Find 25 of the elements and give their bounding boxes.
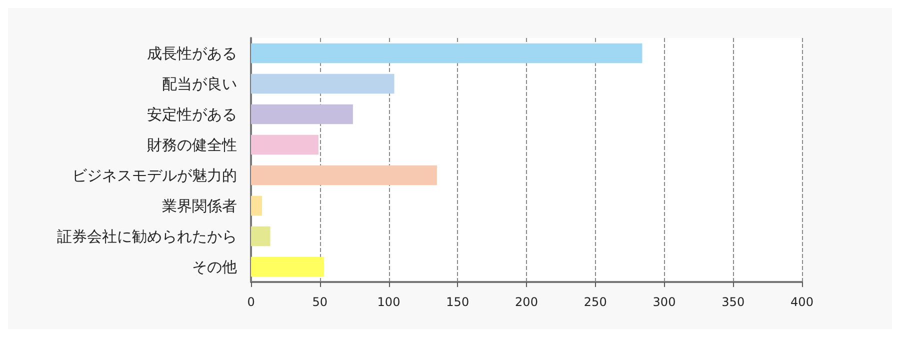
y-tick-label: 配当が良い	[162, 74, 237, 93]
bar	[251, 134, 318, 155]
y-tick-label: 業界関係者	[162, 196, 237, 215]
x-tick-label: 200	[515, 295, 538, 309]
x-tick-label: 0	[247, 295, 255, 309]
y-tick-label: 成長性がある	[147, 44, 237, 62]
bar	[251, 74, 394, 94]
bar	[251, 226, 270, 246]
bar	[251, 256, 324, 277]
x-tick-label: 250	[584, 295, 607, 309]
bar	[251, 43, 642, 64]
y-tick-label: 安定性がある	[147, 105, 237, 124]
y-tick-label: 財務の健全性	[147, 136, 237, 154]
x-tick-label: 50	[312, 295, 328, 309]
y-tick-label: ビジネスモデルが魅力的	[72, 166, 237, 184]
y-tick-label: その他	[192, 258, 237, 276]
bar	[251, 165, 437, 186]
x-tick-label: 350	[722, 295, 745, 309]
x-tick-label: 150	[446, 295, 470, 309]
bar	[251, 104, 353, 124]
x-tick-label: 100	[377, 295, 400, 309]
x-tick-label: 400	[790, 295, 814, 309]
y-tick-label: 証券会社に勧められたから	[57, 227, 237, 246]
x-tick-label: 300	[652, 295, 676, 309]
bar	[251, 196, 262, 216]
